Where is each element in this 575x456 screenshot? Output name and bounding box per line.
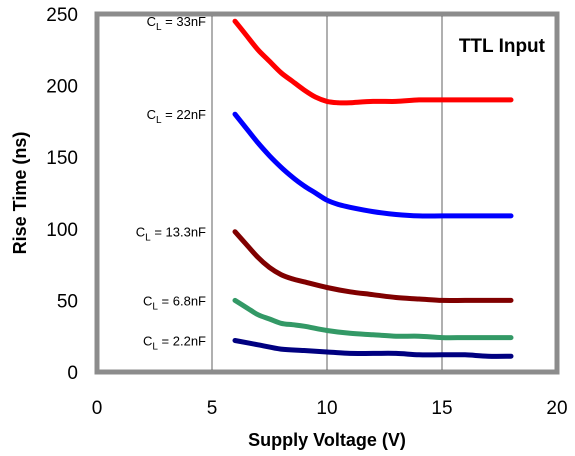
x-tick-label-0: 0 — [92, 398, 103, 419]
y-tick-label-200: 200 — [46, 77, 78, 98]
series-label-2: CL = 13.3nF — [136, 225, 206, 244]
x-axis-title: Supply Voltage (V) — [248, 430, 406, 450]
series-label-3: CL = 6.8nF — [143, 293, 206, 312]
series-line-1 — [232, 111, 514, 219]
x-tick-label-5: 5 — [207, 398, 218, 419]
y-tick-label-100: 100 — [46, 220, 78, 241]
x-tick-label-20: 20 — [546, 398, 567, 419]
x-tick-label-15: 15 — [431, 398, 452, 419]
axis-ticks: 0 50 100 150 200 250 0 5 10 15 20 — [46, 5, 567, 419]
series-label-4: CL = 2.2nF — [143, 333, 206, 352]
y-tick-label-150: 150 — [46, 148, 78, 169]
y-axis-title: Rise Time (ns) — [10, 132, 30, 255]
grid-lines — [211, 16, 443, 370]
series-label-0: CL = 33nF — [147, 14, 206, 33]
x-tick-label-10: 10 — [316, 398, 337, 419]
y-tick-label-50: 50 — [57, 291, 78, 312]
series-line-0 — [232, 18, 514, 106]
series-curves — [232, 18, 514, 359]
series-labels: CL = 33nF CL = 22nF CL = 13.3nF CL = 6.8nF C… — [136, 14, 206, 352]
y-tick-label-250: 250 — [46, 5, 78, 26]
ttl-input-annotation: TTL Input — [459, 36, 546, 57]
series-line-2 — [232, 229, 514, 303]
series-line-4 — [232, 338, 514, 359]
y-tick-label-0: 0 — [67, 363, 78, 384]
series-label-1: CL = 22nF — [147, 107, 206, 126]
series-line-3 — [232, 297, 514, 341]
